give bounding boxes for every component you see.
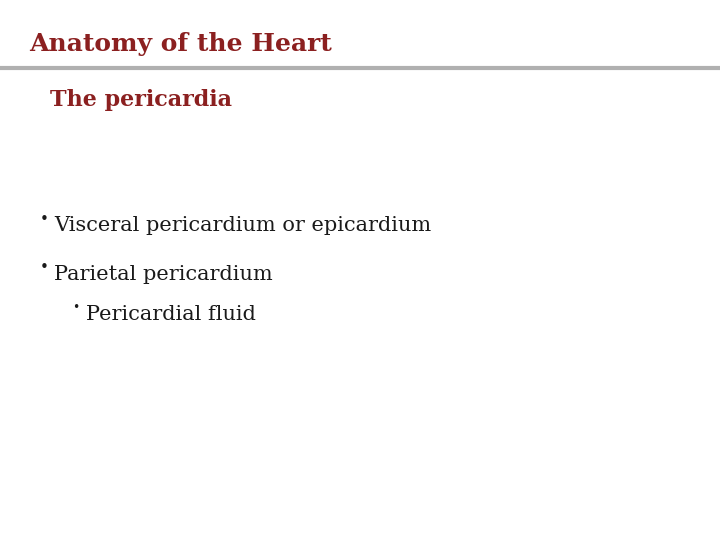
- Text: Anatomy of the Heart: Anatomy of the Heart: [29, 32, 331, 56]
- Text: •: •: [40, 260, 48, 275]
- Text: Visceral pericardium or epicardium: Visceral pericardium or epicardium: [54, 216, 431, 235]
- Text: •: •: [72, 301, 79, 314]
- Text: •: •: [40, 212, 48, 227]
- Text: Pericardial fluid: Pericardial fluid: [86, 305, 256, 324]
- Text: Parietal pericardium: Parietal pericardium: [54, 265, 273, 284]
- Text: The pericardia: The pericardia: [50, 89, 233, 111]
